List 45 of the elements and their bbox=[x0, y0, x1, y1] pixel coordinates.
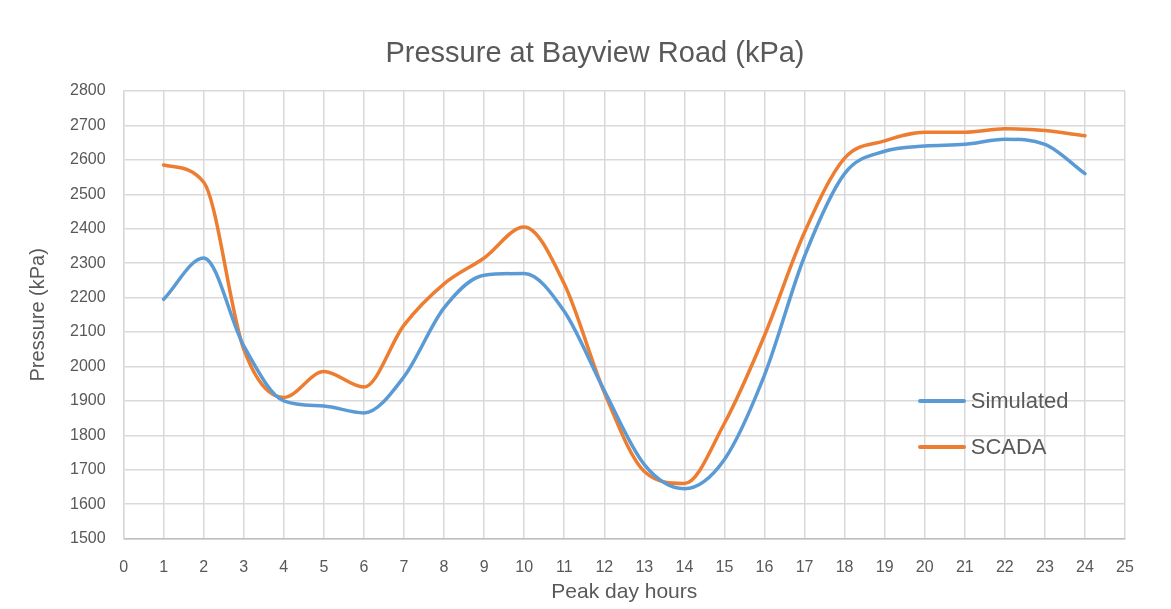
x-tick-label: 13 bbox=[635, 557, 654, 575]
y-tick-label: 1700 bbox=[70, 460, 106, 478]
x-tick-label: 3 bbox=[239, 557, 249, 575]
y-tick-label: 2000 bbox=[70, 356, 106, 374]
x-tick-label: 7 bbox=[399, 557, 409, 575]
x-tick-label: 19 bbox=[875, 557, 894, 575]
x-tick-label: 15 bbox=[715, 557, 734, 575]
x-tick-label: 1 bbox=[159, 557, 169, 575]
y-tick-label: 2700 bbox=[70, 115, 106, 133]
x-axis-title: Peak day hours bbox=[551, 579, 698, 603]
x-tick-label: 9 bbox=[479, 557, 489, 575]
x-tick-label: 22 bbox=[995, 557, 1014, 575]
x-tick-label: 10 bbox=[515, 557, 534, 575]
x-tick-label: 23 bbox=[1035, 557, 1054, 575]
y-tick-label: 1500 bbox=[70, 529, 106, 547]
x-tick-label: 5 bbox=[319, 557, 329, 575]
chart-title: Pressure at Bayview Road (kPa) bbox=[384, 35, 806, 70]
x-tick-label: 17 bbox=[795, 557, 814, 575]
x-tick-label: 14 bbox=[675, 557, 694, 575]
x-tick-label: 18 bbox=[835, 557, 854, 575]
x-tick-label: 24 bbox=[1076, 557, 1094, 575]
y-tick-label: 2600 bbox=[70, 150, 106, 168]
x-tick-label: 25 bbox=[1116, 557, 1134, 575]
x-tick-label: 21 bbox=[955, 557, 974, 575]
x-tick-label: 0 bbox=[119, 557, 129, 575]
y-tick-label: 1600 bbox=[70, 494, 106, 512]
legend-label: Simulated bbox=[970, 388, 1069, 415]
x-tick-label: 2 bbox=[199, 557, 209, 575]
y-tick-label: 2500 bbox=[70, 184, 106, 202]
y-tick-label: 2200 bbox=[70, 287, 106, 305]
y-tick-label: 2100 bbox=[70, 322, 106, 340]
y-tick-label: 1900 bbox=[70, 391, 106, 409]
y-tick-label: 2300 bbox=[70, 253, 106, 271]
x-tick-label: 8 bbox=[439, 557, 449, 575]
x-tick-label: 11 bbox=[555, 557, 573, 575]
x-tick-label: 20 bbox=[915, 557, 934, 575]
x-tick-label: 6 bbox=[359, 557, 369, 575]
x-tick-label: 4 bbox=[279, 557, 289, 575]
legend-label: SCADA bbox=[970, 434, 1047, 461]
y-tick-label: 2800 bbox=[70, 81, 106, 99]
y-axis-title: Pressure (kPa) bbox=[25, 248, 48, 382]
y-tick-label: 1800 bbox=[70, 425, 106, 443]
y-tick-label: 2400 bbox=[70, 219, 106, 237]
x-tick-label: 12 bbox=[595, 557, 614, 575]
x-tick-label: 16 bbox=[755, 557, 774, 575]
